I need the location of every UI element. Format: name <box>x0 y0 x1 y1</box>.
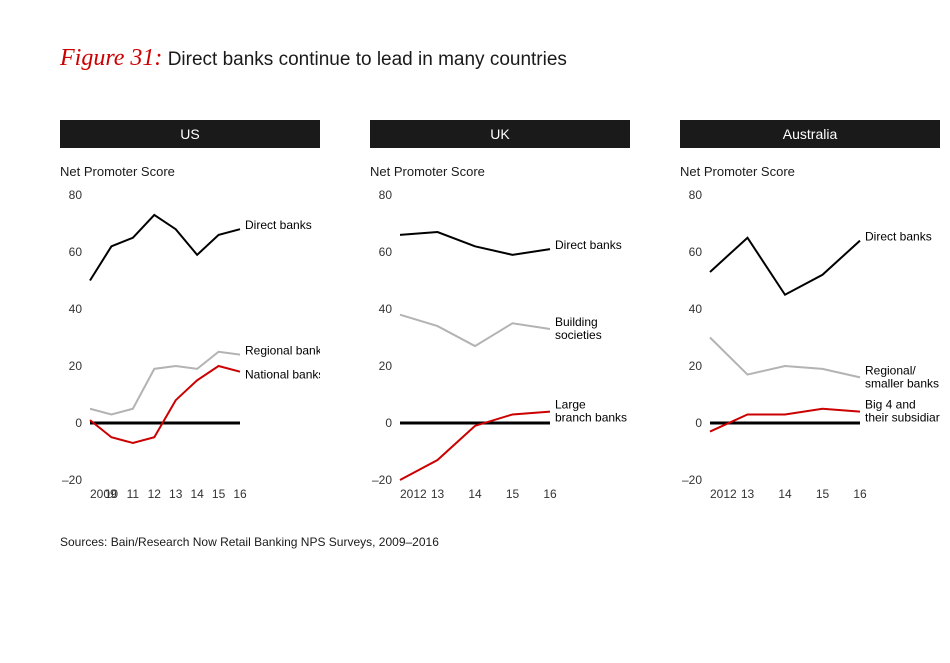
series-regional <box>710 338 860 378</box>
y-tick: 60 <box>689 245 703 259</box>
y-tick: 20 <box>69 359 83 373</box>
y-tick: 60 <box>69 245 83 259</box>
series-label: societies <box>555 328 602 342</box>
x-tick: 2012 <box>400 487 427 501</box>
y-axis-label: Net Promoter Score <box>680 164 940 179</box>
y-axis-label: Net Promoter Score <box>370 164 630 179</box>
series-label: Regional banks <box>245 344 320 358</box>
series-label: Direct banks <box>865 230 932 244</box>
series-direct <box>710 238 860 295</box>
source-note: Sources: Bain/Research Now Retail Bankin… <box>60 535 890 549</box>
y-tick: 80 <box>689 188 703 202</box>
series-label: Large <box>555 398 586 412</box>
series-label: Big 4 and <box>865 398 916 412</box>
series-label: branch banks <box>555 411 627 425</box>
panel-header: UK <box>370 120 630 148</box>
chart-svg: –20 0 20 40 60 80 Direct banks Regional/smaller… <box>680 185 940 505</box>
chart-svg: –20 0 20 40 60 80 Direct banks Regional banks Na… <box>60 185 320 505</box>
panel-header: Australia <box>680 120 940 148</box>
figure-title-text: Direct banks continue to lead in many co… <box>168 49 567 70</box>
series-regional <box>90 352 240 415</box>
series-label: Direct banks <box>245 218 312 232</box>
y-tick: –20 <box>62 473 82 487</box>
x-tick: 11 <box>127 487 140 501</box>
panel-header: US <box>60 120 320 148</box>
y-tick: 20 <box>379 359 393 373</box>
series-label: Building <box>555 315 598 329</box>
panel-uk: UK Net Promoter Score –20 0 20 40 60 80 Direct… <box>370 120 630 505</box>
y-tick: 60 <box>379 245 393 259</box>
x-tick: 16 <box>233 487 247 501</box>
figure-number: Figure 31: <box>60 45 162 71</box>
x-tick: 16 <box>853 487 867 501</box>
series-national <box>90 366 240 443</box>
panel-us: US Net Promoter Score –20 0 20 40 60 80 Direct… <box>60 120 320 505</box>
y-tick: 80 <box>379 188 393 202</box>
y-tick: –20 <box>682 473 702 487</box>
x-tick: 15 <box>506 487 520 501</box>
x-tick: 13 <box>431 487 445 501</box>
x-tick: 13 <box>741 487 755 501</box>
series-building <box>400 315 550 346</box>
chart-uk: –20 0 20 40 60 80 Direct banks Buildingsocietie… <box>370 185 630 505</box>
y-tick: 40 <box>69 302 83 316</box>
series-label: Regional/ <box>865 363 916 377</box>
y-tick: 0 <box>75 416 82 430</box>
panel-au: Australia Net Promoter Score –20 0 20 40 60 8… <box>680 120 940 505</box>
panels-row: US Net Promoter Score –20 0 20 40 60 80 Direct… <box>60 120 890 505</box>
series-label: Direct banks <box>555 238 622 252</box>
x-tick: 13 <box>169 487 183 501</box>
series-label: National banks <box>245 368 320 382</box>
series-direct <box>400 232 550 255</box>
y-axis-label: Net Promoter Score <box>60 164 320 179</box>
y-tick: 40 <box>689 302 703 316</box>
y-tick: 0 <box>695 416 702 430</box>
series-label: smaller banks <box>865 376 939 390</box>
y-tick: 20 <box>689 359 703 373</box>
x-tick: 10 <box>105 487 119 501</box>
x-tick: 14 <box>190 487 204 501</box>
y-tick: 80 <box>69 188 83 202</box>
x-tick: 16 <box>543 487 557 501</box>
series-direct <box>90 215 240 281</box>
x-tick: 2012 <box>710 487 737 501</box>
x-tick: 14 <box>468 487 482 501</box>
chart-au: –20 0 20 40 60 80 Direct banks Regional/smaller… <box>680 185 940 505</box>
series-label: their subsidiaries <box>865 411 940 425</box>
figure-title: Figure 31: Direct banks continue to lead… <box>60 45 890 72</box>
y-tick: 40 <box>379 302 393 316</box>
x-tick: 15 <box>816 487 830 501</box>
y-tick: –20 <box>372 473 392 487</box>
x-tick: 14 <box>778 487 792 501</box>
series-big4 <box>710 409 860 432</box>
y-tick: 0 <box>385 416 392 430</box>
chart-svg: –20 0 20 40 60 80 Direct banks Buildingsocietie… <box>370 185 630 505</box>
x-tick: 15 <box>212 487 226 501</box>
x-tick: 12 <box>148 487 162 501</box>
chart-us: –20 0 20 40 60 80 Direct banks Regional banks Na… <box>60 185 320 505</box>
